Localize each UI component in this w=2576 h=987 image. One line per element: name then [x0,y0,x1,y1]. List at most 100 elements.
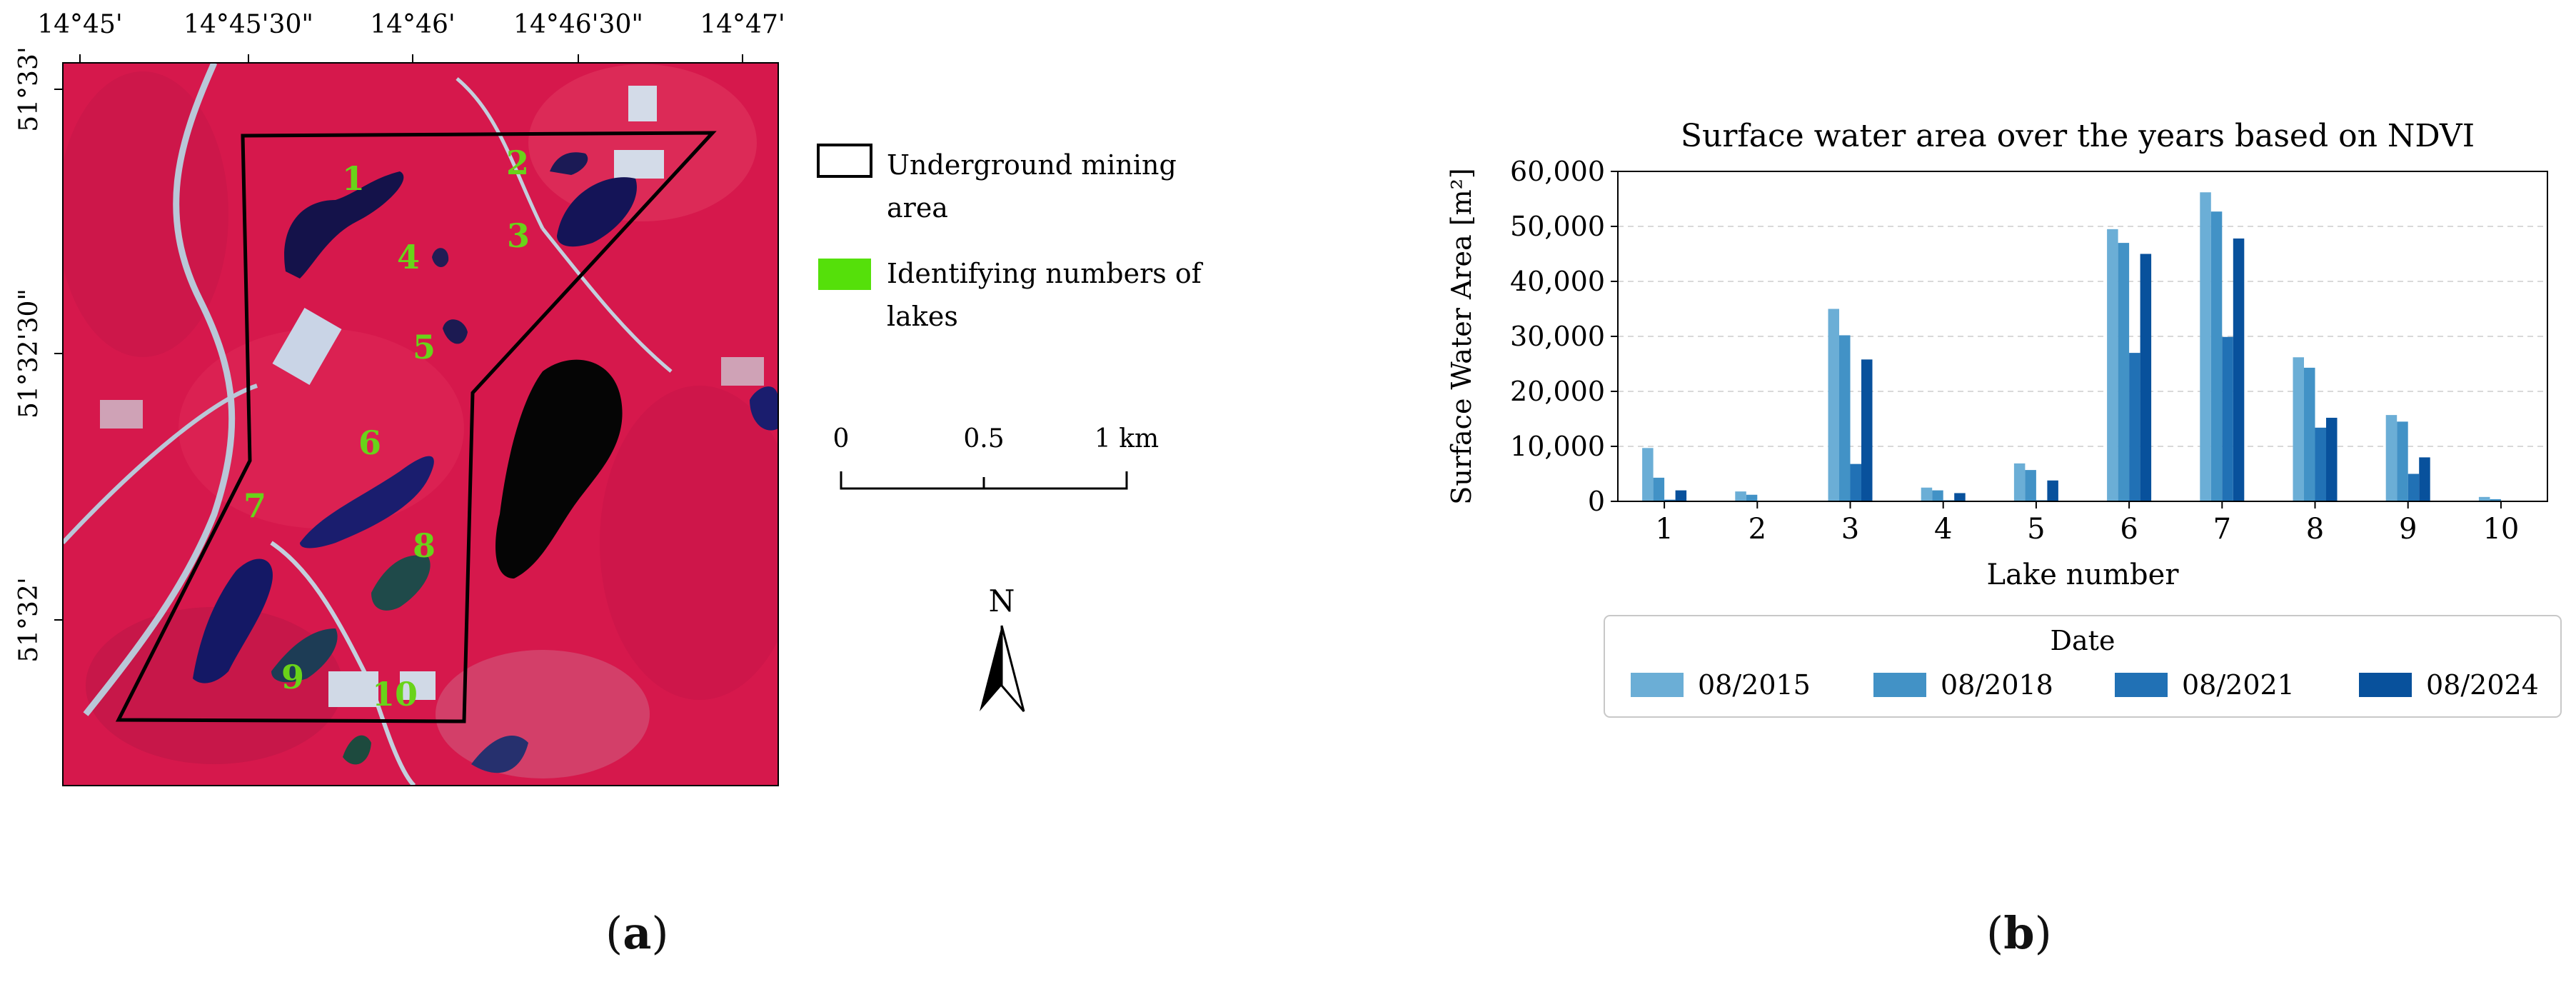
legend-label-08-2024: 08/2024 [2426,669,2539,701]
legend-swatch-08-2021 [2115,673,2168,697]
x-tick-label: 4 [1934,513,1952,546]
chart-title: Surface water area over the years based … [1681,118,2475,154]
plot-area-frame [1617,171,2548,502]
lat-tick: 51°33' [14,46,44,132]
x-tick-label: 3 [1841,513,1859,546]
bar-lake-1-08-2021 [1664,499,1676,501]
longitude-ticks: 14°45' 14°45'30" 14°46' 14°46'30" 14°47' [37,10,785,63]
legend-swatch-mining-area [817,144,872,178]
bar-lake-2-08-2018 [1746,494,1758,501]
mining-area-boundary [115,131,717,723]
y-tick-label: 40,000 [1510,266,1605,297]
legend-label-mining-area: Underground mining area [887,149,1185,224]
bars [1642,192,2501,501]
y-tick-label: 0 [1588,486,1605,517]
bar-lake-1-08-2018 [1653,477,1665,501]
lake-label-4: 4 [397,238,420,276]
y-tick-label: 50,000 [1510,211,1605,242]
bar-lake-6-08-2015 [2107,229,2118,501]
y-tick-label: 30,000 [1510,321,1605,352]
scale-label-1km: 1 km [1095,424,1159,454]
y-tick-label: 10,000 [1510,431,1605,462]
bar-lake-9-08-2015 [2385,415,2398,501]
lake-label-1: 1 [342,159,365,198]
bar-chart: Surface water area over the years based … [1446,118,2562,718]
y-axis-label: Surface Water Area [m²] [1446,168,1477,504]
bar-lake-9-08-2018 [2397,421,2408,501]
chart-legend: Date 08/2015 08/2018 08/2021 08/2024 [1604,615,2562,718]
lake-label-7: 7 [243,486,266,525]
satellite-image: 1 2 3 4 5 6 7 8 9 10 [63,63,778,786]
bar-lake-5-08-2024 [2047,480,2058,501]
x-tick-label: 7 [2213,513,2231,546]
bar-lake-2-08-2015 [1735,491,1746,501]
bar-lake-3-08-2018 [1839,335,1851,501]
latitude-ticks: 51°33' 51°32'30" 51°32' [14,46,63,663]
lake-label-8: 8 [413,526,436,565]
legend-swatch-08-2015 [1631,673,1684,697]
lake-number-labels: 1 2 3 4 5 6 7 8 9 10 [243,144,530,713]
x-tick-label: 6 [2120,513,2138,546]
lake-label-5: 5 [413,328,436,366]
bar-lake-7-08-2021 [2222,336,2233,501]
panel-label-b: (b) [1986,907,2052,959]
panel-label-a: (a) [605,907,669,959]
bar-lake-6-08-2018 [2118,243,2130,501]
bar-lake-6-08-2021 [2129,353,2140,501]
map-panel: 14°45' 14°45'30" 14°46' 14°46'30" 14°47'… [14,10,1210,786]
north-arrow: N [980,583,1025,712]
lon-tick: 14°46'30" [513,10,643,39]
lon-tick: 14°45' [37,10,123,39]
x-tick-label: 5 [2027,513,2045,546]
bar-lake-3-08-2024 [1861,359,1873,501]
bar-lake-1-08-2024 [1675,490,1687,501]
lake-label-10: 10 [372,675,418,713]
scale-label-0: 0 [833,424,850,454]
gridlines [1618,171,2547,447]
x-axis-label: Lake number [1987,558,2180,591]
legend-title: Date [2051,625,2115,656]
lat-tick: 51°32'30" [14,289,44,419]
bar-lake-3-08-2021 [1850,464,1861,501]
lake-label-2: 2 [506,144,529,182]
lon-tick: 14°46' [370,10,456,39]
lake-label-6: 6 [358,424,381,462]
bar-lake-3-08-2015 [1828,309,1839,501]
lake-label-9: 9 [281,658,304,696]
bar-lake-8-08-2024 [2326,417,2338,501]
bar-lake-7-08-2024 [2233,238,2245,501]
x-tick-label: 2 [1749,513,1766,546]
scale-label-half: 0.5 [963,424,1004,454]
bar-lake-8-08-2021 [2315,427,2326,501]
bar-lake-4-08-2024 [1954,493,1966,501]
lon-tick: 14°45'30" [183,10,313,39]
north-label: N [989,583,1015,618]
bar-lake-9-08-2024 [2419,457,2430,501]
bar-lake-1-08-2015 [1642,448,1654,501]
lake-label-3: 3 [507,216,530,255]
x-tick-label: 9 [2399,513,2417,546]
bar-lake-5-08-2018 [2025,470,2036,501]
legend-label-08-2018: 08/2018 [1941,669,2053,701]
legend-swatch-08-2018 [1873,673,1926,697]
legend-label-lake-numbers: Identifying numbers of lakes [887,258,1210,332]
x-tick-label: 1 [1655,513,1673,546]
y-axis-ticks: 0 10,000 20,000 30,000 40,000 50,000 60,000 [1510,156,1618,517]
x-tick-label: 8 [2306,513,2324,546]
bar-lake-4-08-2018 [1932,490,1943,501]
y-tick-label: 60,000 [1510,156,1605,187]
legend-swatch-lake-numbers [818,259,871,290]
lon-tick: 14°47' [700,10,785,39]
y-tick-label: 20,000 [1510,376,1605,407]
map-legend: Underground mining area Identifying numb… [817,144,1210,332]
bar-lake-8-08-2015 [2293,357,2304,501]
x-tick-label: 10 [2482,513,2519,546]
lat-tick: 51°32' [14,577,44,663]
bar-lake-10-08-2018 [2490,498,2501,501]
legend-label-08-2015: 08/2015 [1698,669,1811,701]
bar-lake-4-08-2015 [1921,487,1933,501]
legend-swatch-08-2024 [2359,673,2412,697]
x-axis-ticks: 1 2 3 4 5 6 7 8 9 10 [1655,501,2519,546]
bar-lake-7-08-2018 [2210,211,2223,501]
bar-lake-6-08-2024 [2140,254,2152,501]
